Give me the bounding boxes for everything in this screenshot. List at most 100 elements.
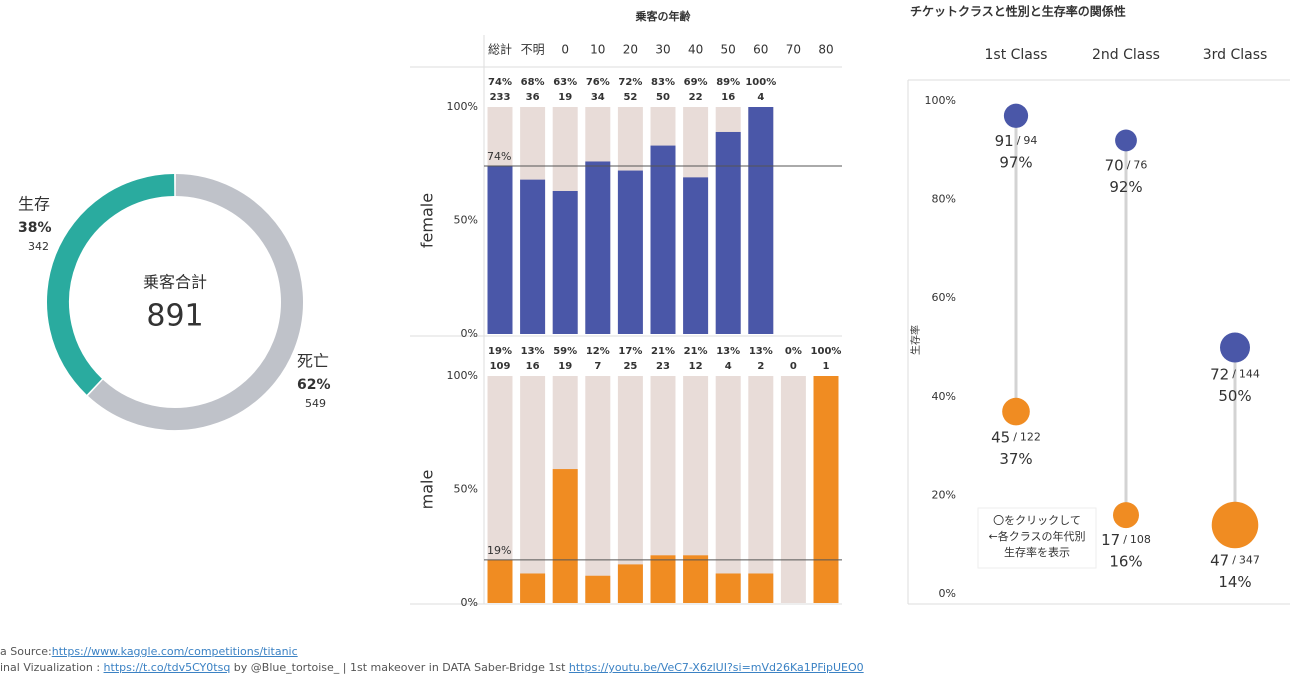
chart-title: チケットクラスと性別と生存率の関係性: [910, 4, 1126, 19]
source-label: a Source:: [0, 645, 52, 658]
y-axis-title: 生存率: [909, 325, 922, 355]
pct-label: 97%: [999, 153, 1032, 171]
survivors: 17: [1101, 531, 1120, 549]
pct-label: 68%: [521, 77, 545, 88]
pct-label: 37%: [999, 450, 1032, 468]
pct-label: 14%: [1218, 573, 1251, 591]
bar: [650, 145, 676, 334]
y-tick-label: 100%: [447, 100, 478, 113]
count-label: 19: [558, 92, 572, 103]
count-label: 70/76: [1105, 156, 1148, 174]
count-label: 12: [689, 361, 703, 372]
dot: [1211, 501, 1259, 549]
x-category: 総計: [488, 42, 512, 57]
center-total: 891: [146, 299, 203, 334]
x-category: 40: [688, 43, 703, 57]
y-tick-label: 100%: [925, 94, 956, 107]
count-label: 1: [823, 361, 830, 372]
credit-label: inal Vizualization :: [0, 661, 104, 674]
bar: [487, 166, 513, 334]
y-tick-label: 80%: [932, 193, 956, 206]
column-header: 3rd Class: [1203, 47, 1268, 63]
count-label: 45/122: [991, 428, 1041, 446]
pct-label: 69%: [684, 77, 708, 88]
count-label: 72/144: [1210, 365, 1260, 383]
bar: [552, 469, 578, 603]
separator: /: [1013, 430, 1017, 443]
bar: [748, 107, 774, 334]
pct-label: 13%: [521, 346, 545, 357]
bar-background: [715, 376, 741, 603]
count-label: 19: [558, 361, 572, 372]
count-label: 233: [490, 92, 511, 103]
dot: [1115, 129, 1137, 152]
segment-pct: 62%: [297, 377, 331, 393]
y-tick-label: 0%: [461, 596, 478, 609]
x-category: 50: [721, 43, 736, 57]
pct-label: 17%: [618, 346, 642, 357]
y-tick-label: 20%: [932, 488, 956, 501]
bar-background: [748, 376, 774, 603]
pct-label: 19%: [488, 346, 512, 357]
panel-label: male: [418, 470, 437, 510]
pct-label: 76%: [586, 77, 610, 88]
survivors: 70: [1105, 156, 1124, 174]
x-category: 10: [590, 43, 605, 57]
x-category: 不明: [521, 43, 545, 57]
reference-label: 19%: [487, 544, 511, 557]
reference-label: 74%: [487, 150, 511, 163]
count-label: 109: [490, 361, 511, 372]
survivors: 72: [1210, 365, 1229, 383]
bar: [617, 564, 643, 603]
pct-label: 63%: [553, 77, 577, 88]
survivors: 47: [1210, 551, 1229, 569]
separator: /: [1127, 158, 1131, 171]
bar: [715, 131, 741, 334]
donut-segment: [88, 174, 303, 430]
y-tick-label: 50%: [454, 483, 478, 496]
count-label: 50: [656, 92, 670, 103]
count-label: 52: [623, 92, 637, 103]
dot: [1113, 502, 1139, 529]
count-label: 2: [757, 361, 764, 372]
segment-name: 生存: [18, 195, 50, 214]
x-category: 0: [561, 43, 569, 57]
x-category: 20: [623, 43, 638, 57]
y-tick-label: 100%: [447, 369, 478, 382]
survivors: 91: [995, 131, 1014, 149]
center-title: 乗客合計: [143, 273, 207, 292]
bar: [813, 376, 839, 603]
separator: /: [1017, 134, 1021, 147]
credit-link[interactable]: https://t.co/tdv5CY0tsq: [103, 661, 231, 674]
x-category: 60: [753, 43, 768, 57]
separator: /: [1232, 553, 1236, 566]
count-label: 7: [594, 361, 601, 372]
segment-count: 342: [28, 240, 49, 253]
count-label: 91/94: [995, 131, 1038, 149]
segment-name: 死亡: [297, 352, 329, 371]
panel-label: female: [418, 193, 437, 248]
count-label: 17/108: [1101, 531, 1151, 549]
source-link[interactable]: https://www.kaggle.com/competitions/tita…: [51, 645, 298, 658]
pct-label: 74%: [488, 77, 512, 88]
total: 347: [1239, 553, 1260, 566]
pct-label: 100%: [745, 77, 776, 88]
bar: [748, 573, 774, 603]
bar: [650, 555, 676, 603]
y-tick-label: 40%: [932, 390, 956, 403]
separator: /: [1123, 533, 1127, 546]
x-category: 30: [655, 43, 670, 57]
count-label: 23: [656, 361, 670, 372]
total: 122: [1020, 430, 1041, 443]
dot: [1002, 397, 1030, 426]
bar: [520, 179, 546, 334]
video-link[interactable]: https://youtu.be/VeC7-X6zlUI?si=mVd26Ka1…: [568, 661, 864, 674]
y-tick-label: 60%: [932, 291, 956, 304]
chart-title: 乗客の年齢: [636, 9, 692, 23]
count-label: 16: [526, 361, 540, 372]
dot: [1003, 103, 1029, 128]
count-label: 4: [725, 361, 732, 372]
pct-label: 21%: [684, 346, 708, 357]
